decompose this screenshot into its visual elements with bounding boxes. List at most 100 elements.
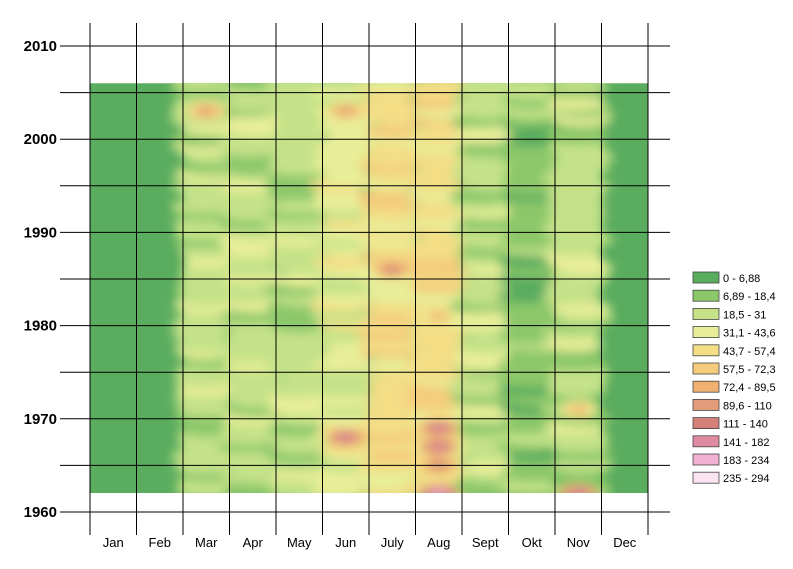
heatmap-cell <box>311 308 372 323</box>
heatmap-cell <box>451 404 512 419</box>
legend-label: 141 - 182 <box>723 437 769 449</box>
heatmap-hotspot <box>385 266 400 273</box>
legend-swatch <box>692 380 720 393</box>
heatmap-cell <box>451 96 512 111</box>
heatmap-cell <box>456 339 517 354</box>
heatmap-cell <box>364 169 425 184</box>
heatmap-cell <box>264 477 325 492</box>
legend-swatch <box>692 435 720 448</box>
heatmap-cell <box>320 133 381 148</box>
heatmap-cell <box>312 357 373 372</box>
heatmap-hotspot <box>431 313 446 320</box>
y-tick-label: 1970 <box>24 411 57 428</box>
heatmap-hotspot <box>199 108 214 115</box>
legend-label: 89,6 - 110 <box>723 400 772 412</box>
heatmap-cell <box>364 124 425 139</box>
heatmap-cell <box>359 83 420 91</box>
heatmap-cell <box>220 469 281 484</box>
x-tick-label: Jun <box>335 535 356 550</box>
heatmap-cell <box>448 376 509 391</box>
legend-label: 57,5 - 72,3 <box>723 364 776 376</box>
heatmap-cell <box>365 403 426 418</box>
heatmap-cell <box>411 236 472 251</box>
grid <box>60 23 670 535</box>
heatmap-cell <box>546 196 607 211</box>
x-axis-ticks: Jan Feb Mar Apr May Jun July Aug Sept Okt Nov Dec <box>103 535 637 550</box>
x-tick-label: Jan <box>103 535 124 550</box>
heatmap-cell <box>358 217 419 232</box>
heatmap-hotspot <box>567 488 590 493</box>
heatmap-cell <box>171 179 232 194</box>
legend-label: 6,89 - 18,4 <box>723 291 776 303</box>
x-tick-label: Sept <box>472 535 499 550</box>
y-axis-ticks: 2010 2000 1990 1980 1970 1960 <box>24 38 57 521</box>
x-tick-label: Dec <box>613 535 637 550</box>
heatmap-cell <box>267 450 328 465</box>
heatmap-cell <box>497 273 558 288</box>
heatmap-cell <box>179 160 240 175</box>
heatmap-cell <box>368 448 429 463</box>
legend-swatch <box>692 398 720 411</box>
heatmap-cell <box>308 328 369 343</box>
heatmap-cell <box>497 478 558 493</box>
heatmap-cell <box>269 439 330 454</box>
heatmap-cell <box>552 448 613 463</box>
heatmap-cell <box>410 346 471 361</box>
legend: 0 - 6,88 6,89 - 18,4 18,5 - 31 31,1 - 43,6 4… <box>692 271 776 485</box>
heatmap-cell <box>541 290 602 305</box>
heatmap-cell <box>502 310 563 325</box>
y-tick-label: 1980 <box>24 318 57 335</box>
legend-label: 235 - 294 <box>723 473 769 485</box>
heatmap-cell <box>414 83 475 91</box>
heatmap-cell <box>315 383 376 398</box>
heatmap-cell <box>174 338 235 353</box>
heatmap-cell <box>550 160 611 175</box>
heatmap-cell <box>172 217 233 232</box>
legend-swatch <box>692 289 720 302</box>
heatmap-cell <box>171 326 232 341</box>
heatmap-cell <box>451 310 512 325</box>
heatmap-cell <box>356 189 417 204</box>
x-tick-label: Okt <box>522 535 543 550</box>
heatmap-cell <box>448 421 509 436</box>
heatmap-cell <box>460 459 521 474</box>
heatmap-cell <box>264 178 325 193</box>
legend-label: 111 - 140 <box>723 419 768 431</box>
heatmap-hotspot <box>338 434 353 441</box>
legend-swatch <box>692 326 720 339</box>
y-tick-label: 1960 <box>24 504 57 521</box>
heatmap-cell <box>265 337 326 352</box>
heatmap-cell <box>501 300 562 315</box>
heatmap-cell <box>356 326 417 341</box>
heatmap-cell <box>265 133 326 148</box>
heatmap-cell <box>503 431 564 446</box>
heatmap-cell <box>216 348 277 363</box>
heatmap-cell <box>547 207 608 222</box>
heatmap-cell <box>543 337 604 352</box>
heatmap-cell <box>548 83 609 92</box>
heatmap-hotspot <box>571 490 586 493</box>
y-tick-label: 2000 <box>24 131 57 148</box>
heatmap-cell <box>313 393 374 408</box>
x-tick-label: July <box>381 535 405 550</box>
heatmap-cell <box>220 309 281 324</box>
heatmap-cell <box>543 217 604 232</box>
legend-swatch <box>692 453 720 466</box>
heatmap-hotspot <box>571 406 586 413</box>
y-tick-label: 1990 <box>24 224 57 241</box>
heatmap-cell <box>407 96 468 111</box>
heatmap-cell <box>551 301 612 316</box>
heatmap-hotspot <box>427 488 450 493</box>
heatmap-cell <box>547 124 608 139</box>
legend-swatch <box>692 362 720 375</box>
heatmap-cell <box>546 96 607 111</box>
heatmap-cell <box>314 412 375 427</box>
heatmap-cell <box>226 113 287 128</box>
legend-label: 18,5 - 31 <box>723 309 766 321</box>
heatmap-cell <box>221 206 282 221</box>
legend-label: 72,4 - 89,5 <box>723 382 776 394</box>
heatmap-cell <box>408 264 469 279</box>
legend-label: 31,1 - 43,6 <box>723 328 776 340</box>
heatmap-hotspot <box>431 425 446 432</box>
heatmap-cell <box>267 243 328 258</box>
